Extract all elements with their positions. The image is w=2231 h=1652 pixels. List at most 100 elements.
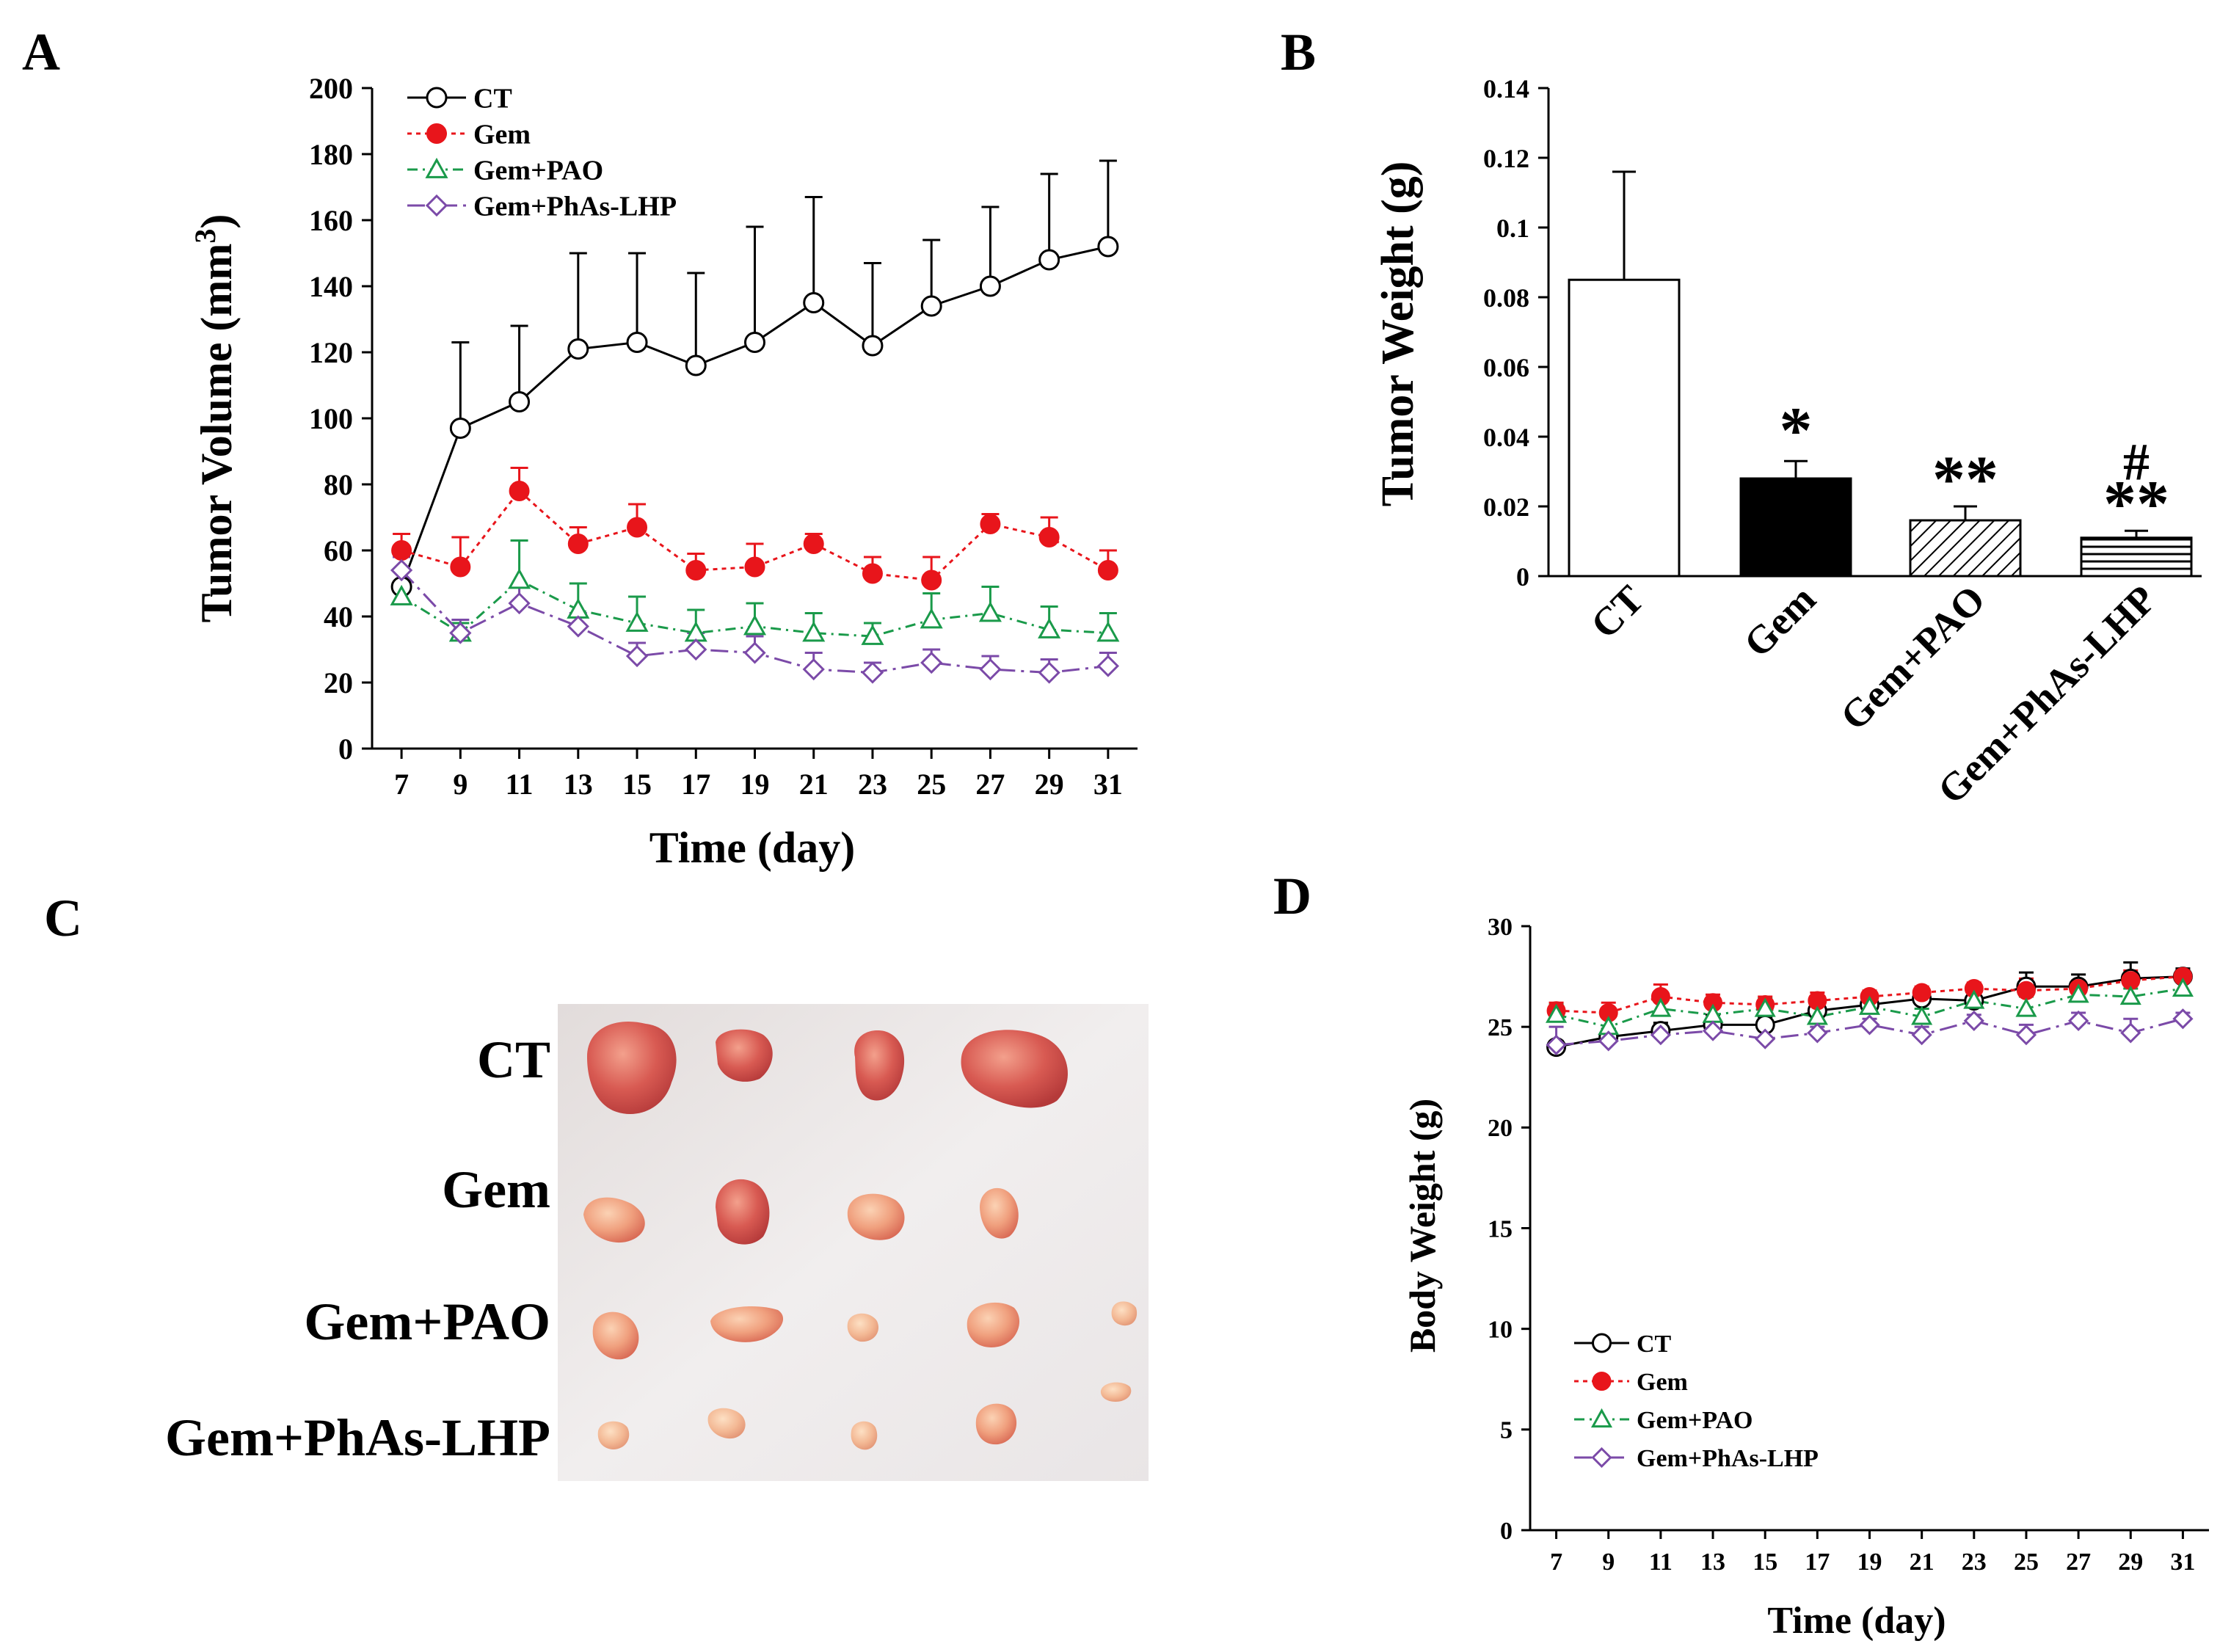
data-point-Gem+PAO (2015, 997, 2037, 1017)
data-point-Gem+PhAs-LHP (449, 622, 472, 644)
tumor-specimen (854, 1030, 905, 1101)
panel-letter-c: C (44, 889, 82, 947)
x-tick-label: 19 (1857, 1549, 1882, 1576)
data-point-Gem+PhAs-LHP (920, 651, 943, 674)
y-tick-label: 40 (324, 600, 353, 633)
x-category-label: Gem (1736, 577, 1824, 666)
d-legend: CT Gem Gem+PAO Gem+PhAs-LHP (1574, 1331, 1819, 1472)
legend-label: Gem+PAO (1637, 1407, 1753, 1434)
photo-row-label: Gem+PAO (304, 1292, 550, 1351)
data-point-Gem (450, 556, 471, 578)
y-tick-label: 20 (1488, 1115, 1513, 1142)
b-y-axis-label: Tumor Weight (g) (1373, 161, 1423, 507)
legend-marker (1592, 1372, 1612, 1391)
data-point-Gem+PAO (1858, 995, 1881, 1015)
data-point-Gem+PhAs-LHP (1650, 1025, 1672, 1046)
data-point-CT (979, 275, 1001, 297)
x-tick-label: 23 (1962, 1549, 1987, 1576)
tumor-specimen (967, 1302, 1020, 1347)
y-tick-label: 200 (309, 72, 353, 105)
y-tick-label: 0 (1516, 562, 1529, 592)
data-point-Gem+PhAs-LHP (1038, 661, 1060, 684)
tumor-specimens (583, 1022, 1138, 1450)
x-tick-label: 11 (1649, 1549, 1673, 1576)
data-point-Gem+PhAs-LHP (1963, 1010, 1984, 1032)
panel-b-tumor-weight-chart: 0 0.02 0.04 0.06 0.08 0.1 0.12 0.14 CT Gem * Gem+P… (1373, 74, 2202, 812)
panel-c-tumor-photo: CT Gem Gem+PAO Gem+PhAs-LHP (165, 1004, 1149, 1481)
data-point-Gem+PhAs-LHP (390, 558, 413, 582)
x-tick-label: 7 (394, 768, 409, 801)
significance-marker: ** (2103, 467, 2169, 540)
tumor-specimen (961, 1030, 1068, 1108)
y-tick-label: 20 (324, 666, 353, 699)
tumor-specimen (847, 1193, 905, 1240)
y-tick-label: 160 (309, 204, 353, 237)
y-tick-label: 120 (309, 336, 353, 369)
data-point-Gem+PAO (2067, 983, 2089, 1003)
photo-row-label: Gem (442, 1160, 550, 1219)
x-tick-label: 15 (1753, 1549, 1777, 1576)
data-point-Gem+PhAs-LHP (1702, 1020, 1724, 1041)
x-tick-label: 23 (858, 768, 887, 801)
tumor-specimen (847, 1313, 879, 1342)
legend-label: Gem+PhAs-LHP (473, 191, 677, 222)
y-tick-label: 0.12 (1483, 144, 1529, 173)
data-point-Gem+PhAs-LHP (508, 592, 531, 615)
legend-label: CT (1637, 1331, 1672, 1358)
legend-marker (425, 194, 448, 217)
y-tick-label: 0 (1500, 1518, 1513, 1545)
x-tick-label: 9 (453, 768, 467, 801)
data-point-Gem (685, 560, 707, 581)
data-point-Gem+PhAs-LHP (802, 658, 825, 681)
data-point-Gem+PAO (1754, 997, 1776, 1017)
data-point-CT (626, 332, 648, 353)
x-tick-label: 31 (2170, 1549, 2195, 1576)
x-tick-label: 27 (2066, 1549, 2091, 1576)
y-tick-label: 10 (1488, 1317, 1513, 1344)
data-point-Gem (1912, 983, 1932, 1003)
x-tick-label: 13 (1700, 1549, 1725, 1576)
a-legend: CT Gem Gem+PAO Gem+PhAs-LHP (407, 83, 677, 222)
y-tick-label: 100 (309, 402, 353, 435)
y-tick-label: 140 (309, 270, 353, 303)
data-point-Gem (862, 563, 883, 584)
panel-letter-b: B (1281, 23, 1316, 81)
data-point-Gem+PAO (978, 601, 1002, 622)
data-point-CT (1038, 249, 1060, 271)
photo-row-label: CT (477, 1030, 550, 1089)
x-tick-label: 13 (564, 768, 593, 801)
data-point-Gem+PhAs-LHP (979, 658, 1002, 681)
x-category-label: Gem+PAO (1832, 577, 1993, 738)
legend-marker (426, 123, 447, 144)
legend-label: CT (473, 83, 512, 114)
x-tick-label: 25 (2014, 1549, 2039, 1576)
y-tick-label: 0.08 (1483, 283, 1529, 313)
data-point-Gem (567, 534, 589, 554)
data-point-Gem+PhAs-LHP (743, 641, 766, 664)
data-point-Gem+PAO (1650, 997, 1672, 1017)
data-point-Gem+PAO (2119, 985, 2141, 1005)
tumor-specimen (851, 1421, 878, 1450)
data-point-Gem+PhAs-LHP (1911, 1025, 1932, 1046)
data-point-Gem+PhAs-LHP (861, 661, 884, 684)
x-tick-label: 17 (681, 768, 710, 801)
data-point-Gem+PhAs-LHP (1859, 1014, 1880, 1036)
data-point-Gem+PAO (2172, 977, 2194, 997)
y-tick-label: 30 (1488, 914, 1513, 941)
x-tick-label: 7 (1550, 1549, 1562, 1576)
data-point-CT (920, 295, 942, 317)
a-x-axis-label: Time (day) (649, 823, 856, 872)
tumor-specimen (583, 1197, 645, 1243)
y-tick-label: 80 (324, 468, 353, 501)
panel-d-body-weight-chart: 0 5 10 15 20 25 30 7 9 11 13 15 17 19 21 23 25 27 29 31 Ti… (1402, 914, 2209, 1642)
data-point-Gem (1097, 560, 1118, 581)
data-point-CT (509, 391, 531, 412)
data-point-Gem (1038, 527, 1060, 547)
y-tick-label: 5 (1500, 1417, 1513, 1444)
data-point-Gem+PhAs-LHP (685, 638, 707, 661)
bar-CT (1568, 278, 1681, 578)
data-point-Gem (980, 514, 1001, 534)
y-tick-label: 0.1 (1496, 214, 1529, 243)
x-tick-label: 9 (1602, 1549, 1615, 1576)
x-tick-label: 21 (1910, 1549, 1935, 1576)
